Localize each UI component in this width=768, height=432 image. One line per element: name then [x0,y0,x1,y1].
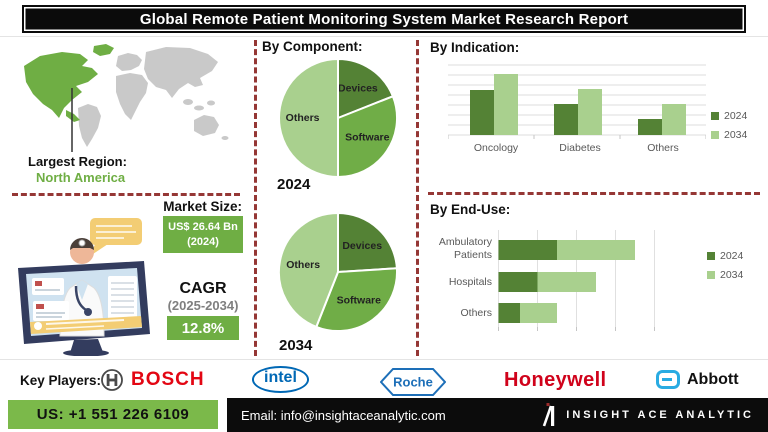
cagr-value: 12.8% [181,319,225,337]
by-enduse-heading: By End-Use: [430,202,511,217]
bosch-logo: BOSCH [100,368,205,392]
indication-category-diabetes: Diabetes [559,142,601,154]
roche-hexagon-icon [379,368,447,396]
abbott-wordmark: Abbott [687,370,739,388]
enduse-category-ambulatory: Ambulatory Patients [438,236,492,262]
enduse-legend: 2024 2034 [707,250,743,281]
svg-text:Software: Software [337,294,382,306]
page-title-text: Global Remote Patient Monitoring System … [139,10,629,28]
svg-text:Software: Software [345,132,390,144]
indication-chart [447,60,707,147]
enduse-category-hospitals: Hospitals [448,276,492,288]
enduse-category-others: Others [460,307,492,319]
roche-wordmark: Roche [393,375,433,390]
legend-label-2034: 2034 [720,269,744,281]
brand-logo: INSIGHT ACE ANALYTIC [542,403,754,427]
map-continents-gray [78,47,229,147]
footer-bar: Email: info@insightaceanalytic.com INSIG… [227,398,768,432]
email-address: Email: info@insightaceanalytic.com [241,407,446,423]
pie-chart-2034: Devices Software Others [276,210,400,334]
bosch-symbol-icon [101,369,123,391]
page-title: Global Remote Patient Monitoring System … [22,5,746,33]
brand-name: INSIGHT ACE ANALYTIC [566,409,754,421]
roche-logo: Roche [379,368,447,401]
telemedicine-illustration [18,218,150,356]
svg-text:Devices: Devices [342,240,382,252]
largest-region-label: Largest Region: [28,154,127,169]
indication-category-oncology: Oncology [473,142,519,154]
svg-text:Others: Others [286,112,320,124]
legend-item-2034: 2034 [711,129,747,141]
svg-text:Others: Others [286,259,320,271]
legend-item-2024: 2024 [711,110,747,122]
pie-year-label-2024: 2024 [277,176,311,193]
abbott-logo: Abbott [656,370,739,389]
svg-text:Devices: Devices [338,82,378,94]
cagr-label: CAGR [179,280,227,297]
abbott-symbol-icon [656,370,680,389]
market-size-year: (2024) [187,235,219,248]
intel-logo: intel [252,366,309,393]
legend-label-2024: 2024 [724,110,748,122]
legend-label-2024: 2024 [720,250,744,262]
legend-item-2034: 2034 [707,269,743,281]
vertical-dashed-divider-left [254,40,257,356]
market-size-badge: US$ 26.64 Bn (2024) [163,216,243,253]
cagr-period: (2025-2034) [167,298,239,313]
legend-label-2034: 2034 [724,129,748,141]
legend-swatch-2034 [711,131,719,139]
insight-ace-mark-icon [543,403,555,427]
pie-chart-2024: Devices Software Others [276,56,400,180]
legend-item-2024: 2024 [707,250,743,262]
monitor-stand [70,339,103,353]
honeywell-wordmark: Honeywell [504,369,607,391]
legend-swatch-2024 [707,252,715,260]
market-size-value: US$ 26.64 Bn [168,220,238,233]
enduse-chart [498,228,678,339]
honeywell-logo: Honeywell [504,369,607,392]
left-dashed-divider [12,193,240,196]
stethoscope [74,285,87,312]
legend-swatch-2034 [707,271,715,279]
key-players-label: Key Players: [20,373,102,388]
world-map [24,44,229,152]
market-size-label: Market Size: [163,199,242,214]
divider-bottom [0,359,768,360]
pie-year-label-2034: 2034 [279,337,313,354]
bosch-wordmark: BOSCH [131,369,205,390]
legend-swatch-2024 [711,112,719,120]
by-indication-heading: By Indication: [430,40,520,55]
intel-wordmark: intel [252,366,309,393]
divider-top [0,36,768,37]
indication-legend: 2024 2034 [711,110,747,141]
phone-banner: US: +1 551 226 6109 [8,400,218,429]
north-america-region [24,44,114,122]
vertical-dashed-divider-right [416,40,419,356]
indication-category-others: Others [647,142,679,154]
right-dashed-divider [428,192,760,195]
largest-region-value: North America [36,170,126,185]
phone-number: US: +1 551 226 6109 [36,406,190,423]
cagr-badge: 12.8% [167,316,239,340]
by-component-heading: By Component: [262,39,363,54]
